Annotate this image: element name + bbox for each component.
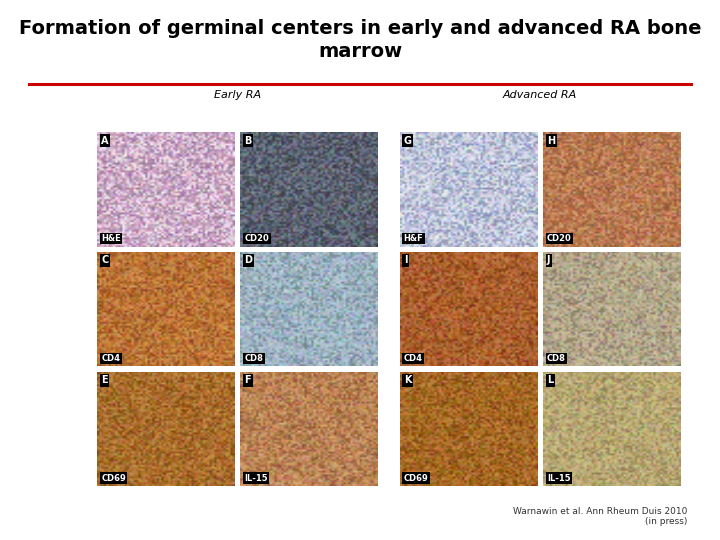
Text: CD20: CD20 (245, 234, 269, 243)
Text: CD8: CD8 (245, 354, 264, 363)
Text: IL-15: IL-15 (245, 474, 269, 483)
Text: K: K (404, 375, 411, 385)
Text: Advanced RA: Advanced RA (503, 90, 577, 100)
Text: B: B (245, 136, 252, 146)
Text: E: E (102, 375, 108, 385)
Text: C: C (102, 255, 109, 266)
Text: IL-15: IL-15 (547, 474, 571, 483)
Text: CD20: CD20 (547, 234, 572, 243)
Text: H&E: H&E (102, 234, 121, 243)
Text: CD4: CD4 (102, 354, 120, 363)
Text: CD69: CD69 (102, 474, 126, 483)
Text: Early RA: Early RA (214, 90, 261, 100)
Text: I: I (404, 255, 408, 266)
Text: G: G (404, 136, 412, 146)
Text: F: F (245, 375, 251, 385)
Text: CD8: CD8 (547, 354, 566, 363)
Text: D: D (245, 255, 253, 266)
Text: H: H (547, 136, 555, 146)
Text: Warnawin et al. Ann Rheum Duis 2010
(in press): Warnawin et al. Ann Rheum Duis 2010 (in … (513, 507, 688, 526)
Text: CD4: CD4 (404, 354, 423, 363)
Text: A: A (102, 136, 109, 146)
Text: CD69: CD69 (404, 474, 428, 483)
Text: J: J (547, 255, 551, 266)
Text: H&F: H&F (404, 234, 423, 243)
Text: L: L (547, 375, 553, 385)
Text: Formation of germinal centers in early and advanced RA bone
marrow: Formation of germinal centers in early a… (19, 19, 701, 62)
